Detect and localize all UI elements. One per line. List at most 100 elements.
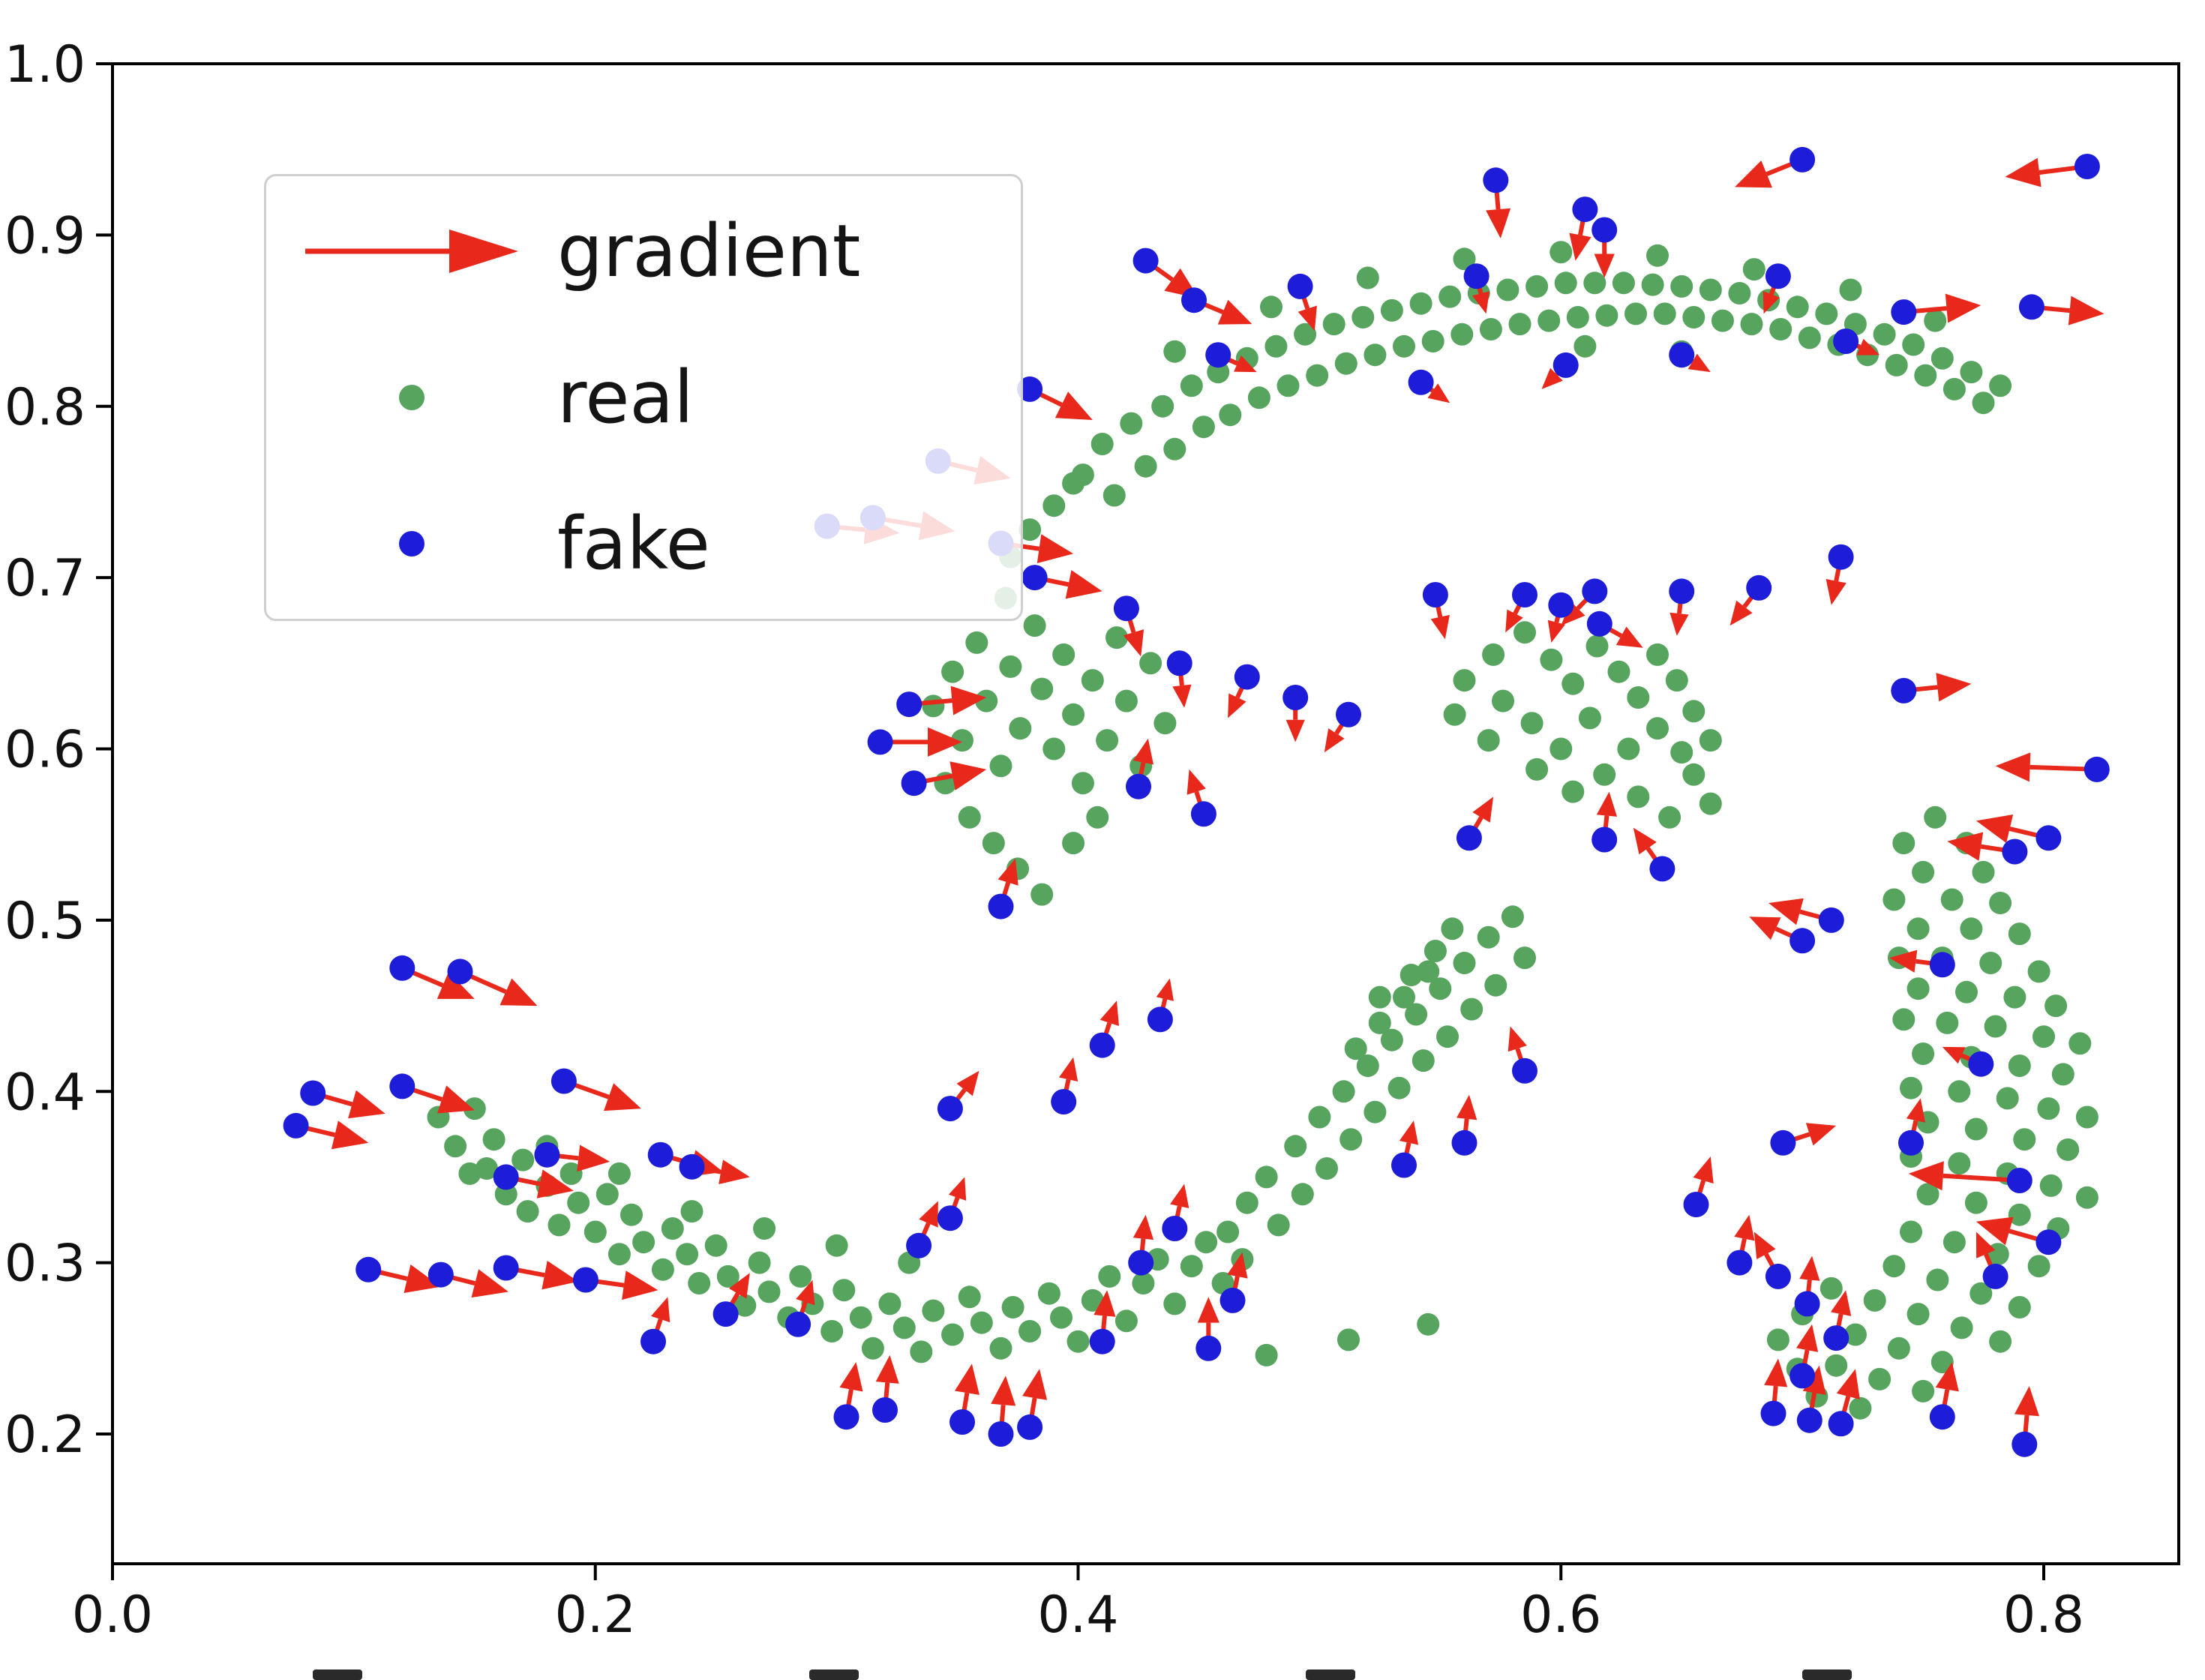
fake-point: [1669, 342, 1695, 368]
real-point: [458, 1162, 482, 1185]
fake-point: [1422, 582, 1448, 608]
real-point: [1699, 278, 1722, 302]
x-tick-label: 0.0: [72, 1586, 153, 1645]
real-point: [1216, 1220, 1240, 1244]
real-point: [1453, 952, 1476, 974]
real-point: [1441, 917, 1464, 940]
fake-point: [1181, 287, 1207, 314]
gradient-arrow-head: [1735, 160, 1772, 188]
gradient-arrow-head: [1561, 601, 1586, 626]
gradient-arrow-head: [436, 971, 475, 999]
real-point: [1030, 677, 1054, 700]
fake-point: [550, 1068, 577, 1094]
real-point: [1163, 437, 1186, 460]
y-tick-label: 0.3: [4, 1234, 86, 1294]
real-point: [1195, 1231, 1218, 1254]
y-tick-label: 0.6: [4, 721, 86, 780]
real-point: [1972, 860, 1995, 884]
real-point: [1942, 377, 1966, 400]
cropped-tick-remnant: [313, 1670, 362, 1680]
fake-point: [283, 1112, 309, 1138]
real-point: [482, 1128, 506, 1151]
fake-point: [1898, 1130, 1924, 1156]
fake-point: [1765, 1263, 1791, 1289]
gradient-arrow-head: [991, 1376, 1016, 1406]
real-point: [1882, 1255, 1906, 1278]
real-point: [1071, 772, 1094, 795]
real-point: [1163, 340, 1186, 363]
real-point: [1009, 717, 1032, 740]
gradient-arrow-head: [1228, 693, 1246, 718]
gradient-arrow-head: [577, 1144, 610, 1172]
gradient-arrow-head: [536, 1169, 574, 1198]
real-point: [1873, 322, 1896, 346]
real-point: [1429, 977, 1452, 1000]
real-point: [2008, 1296, 2031, 1318]
fake-point: [1572, 196, 1598, 223]
legend: gradient real fake: [264, 174, 1023, 621]
real-point: [1337, 1328, 1360, 1352]
fake-point: [1456, 825, 1482, 851]
real-point: [1364, 1100, 1387, 1124]
real-point: [1906, 1303, 1930, 1326]
real-point: [676, 1243, 699, 1266]
gradient-arrow-head: [1754, 1232, 1776, 1259]
real-point: [1926, 1268, 1949, 1292]
real-point: [922, 694, 945, 718]
fake-point: [1391, 1152, 1417, 1178]
fake-point: [1592, 217, 1618, 243]
real-point: [951, 729, 974, 752]
gradient-arrow-head: [1430, 614, 1450, 640]
gradient-arrow-head: [1805, 1123, 1837, 1146]
real-point: [1970, 1282, 1993, 1305]
real-point: [2008, 1203, 2031, 1226]
y-tick-label: 0.2: [4, 1406, 86, 1465]
real-point: [1924, 806, 1947, 829]
fake-point: [896, 692, 922, 718]
real-point: [2008, 922, 2031, 946]
real-point: [1163, 1292, 1186, 1316]
real-point: [2008, 1054, 2031, 1077]
fake-point: [1234, 664, 1260, 690]
real-point: [1624, 302, 1647, 326]
real-point: [1037, 1282, 1060, 1305]
real-point: [941, 660, 964, 683]
gradient-arrow-head: [1456, 1094, 1478, 1120]
fake-point: [1746, 574, 1772, 601]
real-point: [1955, 980, 1978, 1004]
fake-point: [493, 1255, 519, 1281]
real-point: [748, 1251, 771, 1274]
gradient-arrow-head: [1616, 626, 1643, 648]
real-point: [1964, 1118, 1988, 1141]
real-point: [1902, 333, 1925, 356]
x-tick-label: 0.4: [1037, 1586, 1118, 1645]
fake-point: [428, 1262, 454, 1288]
fake-marker-icon: [399, 531, 424, 556]
gradient-arrow-head: [1505, 609, 1523, 633]
gradient-arrow-head: [604, 1083, 641, 1112]
real-point: [1912, 1379, 1935, 1402]
real-point: [1586, 634, 1609, 658]
gradient-arrow-head: [1132, 738, 1154, 765]
fake-point: [679, 1154, 705, 1180]
real-point: [1583, 272, 1606, 295]
fake-point: [1512, 582, 1538, 608]
gradient-arrow-head: [998, 858, 1018, 886]
real-point: [1018, 1320, 1042, 1342]
fake-point: [867, 729, 893, 755]
y-tick-label: 0.4: [4, 1063, 86, 1122]
real-point: [1595, 304, 1618, 327]
real-point: [1151, 394, 1174, 418]
real-point: [1972, 392, 1995, 415]
gradient-arrow-head: [1906, 1098, 1925, 1123]
fake-point: [988, 1421, 1014, 1447]
real-point: [2075, 1106, 2098, 1129]
real-point: [1114, 689, 1138, 712]
fake-point: [1463, 263, 1490, 290]
real-point: [1255, 1343, 1278, 1366]
gradient-arrow-head: [1217, 299, 1252, 325]
real-point: [1914, 364, 1937, 387]
real-point: [1940, 888, 1964, 911]
legend-label-gradient: gradient: [557, 209, 861, 293]
real-point: [1699, 729, 1722, 752]
